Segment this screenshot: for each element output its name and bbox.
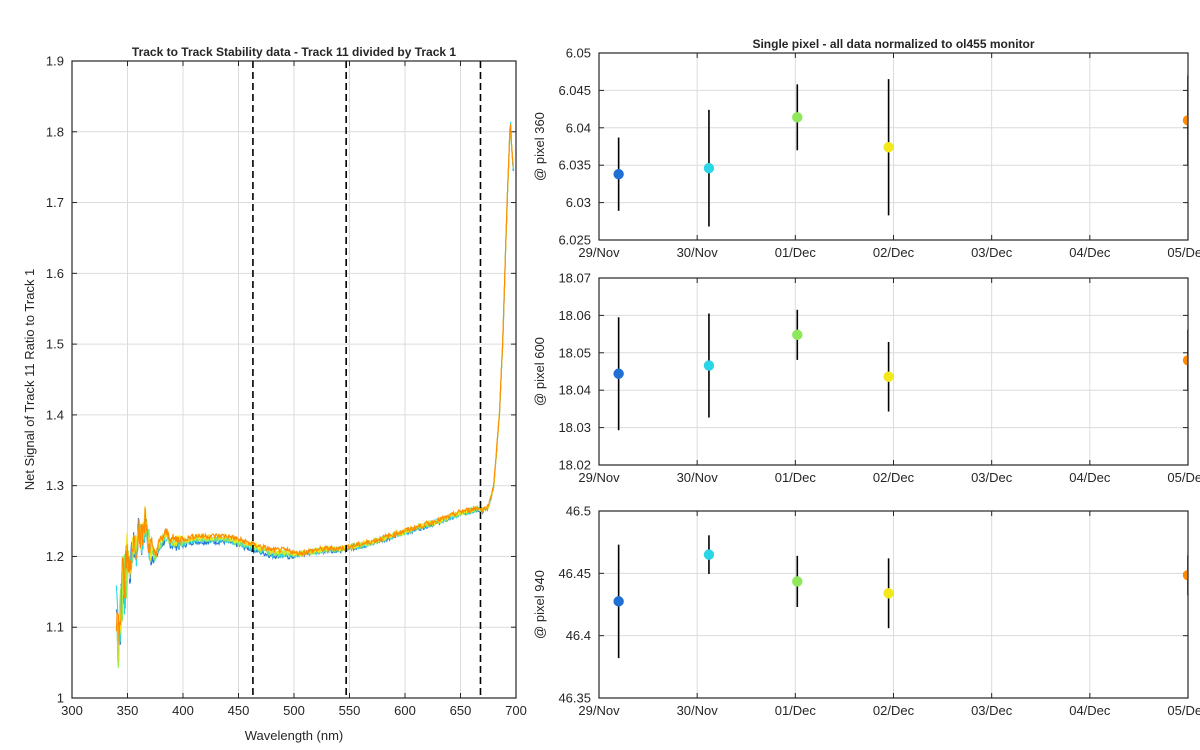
spectrum-series-line [116,124,514,663]
x-tick-label: 04/Dec [1069,470,1111,485]
data-point [703,360,715,371]
spectrum-series-line [115,124,514,668]
x-tick-label: 30/Nov [677,245,719,260]
x-tick-label: 400 [172,703,194,718]
y-tick-label: 6.025 [558,233,591,248]
y-tick-label: 1.2 [46,549,64,564]
data-point [792,112,803,123]
y-tick-label: 1.5 [46,337,64,352]
x-tick-label: 02/Dec [873,703,915,718]
x-tick-label: 04/Dec [1069,703,1111,718]
y-tick-label: 1.8 [46,124,64,139]
pixel-940-panel: 29/Nov 30/Nov 01/Dec 02/Dec 03/Dec 04/Dec 05/D… [532,504,1200,719]
x-tick-label: 450 [228,703,250,718]
x-tick-label: 500 [283,703,305,718]
axes-frame [598,277,1189,466]
x-tick-label: 01/Dec [775,470,817,485]
x-tick-label: 300 [61,703,83,718]
y-tick-label: 18.03 [558,420,591,435]
y-axis-label: Net Signal of Track 11 Ratio to Track 1 [22,269,37,491]
data-point [613,596,624,607]
data-point [613,368,624,379]
x-tick-label: 05/Dec [1167,470,1200,485]
x-tick-label: 03/Dec [971,703,1013,718]
y-tick-label: 46.45 [558,566,591,581]
y-tick-label: 1.3 [46,478,64,493]
y-tick-label: 18.05 [558,345,591,360]
y-tick-label: 18.02 [558,458,591,473]
y-tick-label: 18.04 [558,383,591,398]
chart-title: Single pixel - all data normalized to ol… [752,37,1034,51]
x-tick-label: 29/Nov [578,470,620,485]
x-tick-label: 05/Dec [1167,703,1200,718]
y-tick-label: 1 [57,691,64,706]
axes-frame [598,510,1189,699]
x-tick-label: 04/Dec [1069,245,1111,260]
y-axis-label: @ pixel 940 [532,570,547,639]
x-tick-label: 30/Nov [677,470,719,485]
axes-frame [71,60,517,699]
y-tick-label: 6.04 [566,120,591,135]
x-tick-label: 03/Dec [971,245,1013,260]
x-tick-label: 02/Dec [873,245,915,260]
spectrum-series-line [115,124,514,645]
data-point [883,371,894,382]
track-ratio-plot-area [115,61,514,698]
data-point [883,142,894,153]
x-tick-label: 30/Nov [677,703,719,718]
pixel-360-panel: 29/Nov 30/Nov 01/Dec 02/Dec 03/Dec 04/Dec 05/D… [532,37,1200,260]
data-point [703,162,715,174]
chart-title: Track to Track Stability data - Track 11… [132,45,456,59]
pixel-600-plot-area [613,309,1188,431]
data-point [613,168,624,180]
x-tick-label: 550 [339,703,361,718]
x-tick-label: 600 [394,703,416,718]
y-axis-label: @ pixel 600 [532,337,547,406]
data-point [792,329,803,341]
y-tick-label: 1.4 [46,407,64,422]
y-tick-label: 46.5 [566,504,591,519]
y-tick-label: 46.4 [566,628,591,643]
y-axis-label: @ pixel 360 [532,112,547,181]
x-tick-label: 700 [505,703,527,718]
x-tick-label: 02/Dec [873,470,915,485]
y-tick-label: 1.7 [46,195,64,210]
y-tick-label: 1.6 [46,266,64,281]
y-tick-label: 1.1 [46,620,64,635]
y-tick-label: 6.03 [566,195,591,210]
data-point [1182,355,1188,366]
y-tick-label: 6.05 [566,46,591,61]
pixel-940-plot-area [613,535,1188,659]
y-tick-label: 18.06 [558,308,591,323]
y-tick-label: 46.35 [558,691,591,706]
x-axis-label: Wavelength (nm) [245,728,344,743]
x-tick-label: 350 [117,703,139,718]
x-tick-label: 650 [450,703,472,718]
x-tick-label: 01/Dec [775,245,817,260]
pixel-360-plot-area [613,75,1188,227]
data-point [792,576,803,587]
y-tick-label: 18.07 [558,271,591,286]
pixel-600-panel: 29/Nov 30/Nov 01/Dec 02/Dec 03/Dec 04/Dec 05/D… [532,271,1200,486]
y-tick-label: 1.9 [46,54,64,69]
spectrum-series-line [115,121,514,643]
spectrum-series-line [115,125,514,658]
x-tick-label: 29/Nov [578,245,620,260]
x-tick-label: 29/Nov [578,703,620,718]
track-ratio-panel: 300 350 400 450 500 550 600 650 700 1 1.1 1.2 1.3 1.4… [22,45,527,743]
x-tick-label: 01/Dec [775,703,817,718]
data-point [883,588,894,599]
data-point [1182,570,1188,581]
data-point [1182,115,1188,126]
axes-frame [598,52,1189,241]
y-tick-label: 6.035 [558,158,591,173]
x-tick-label: 03/Dec [971,470,1013,485]
x-tick-label: 05/Dec [1167,245,1200,260]
data-point [703,549,715,560]
y-tick-label: 6.045 [558,83,591,98]
